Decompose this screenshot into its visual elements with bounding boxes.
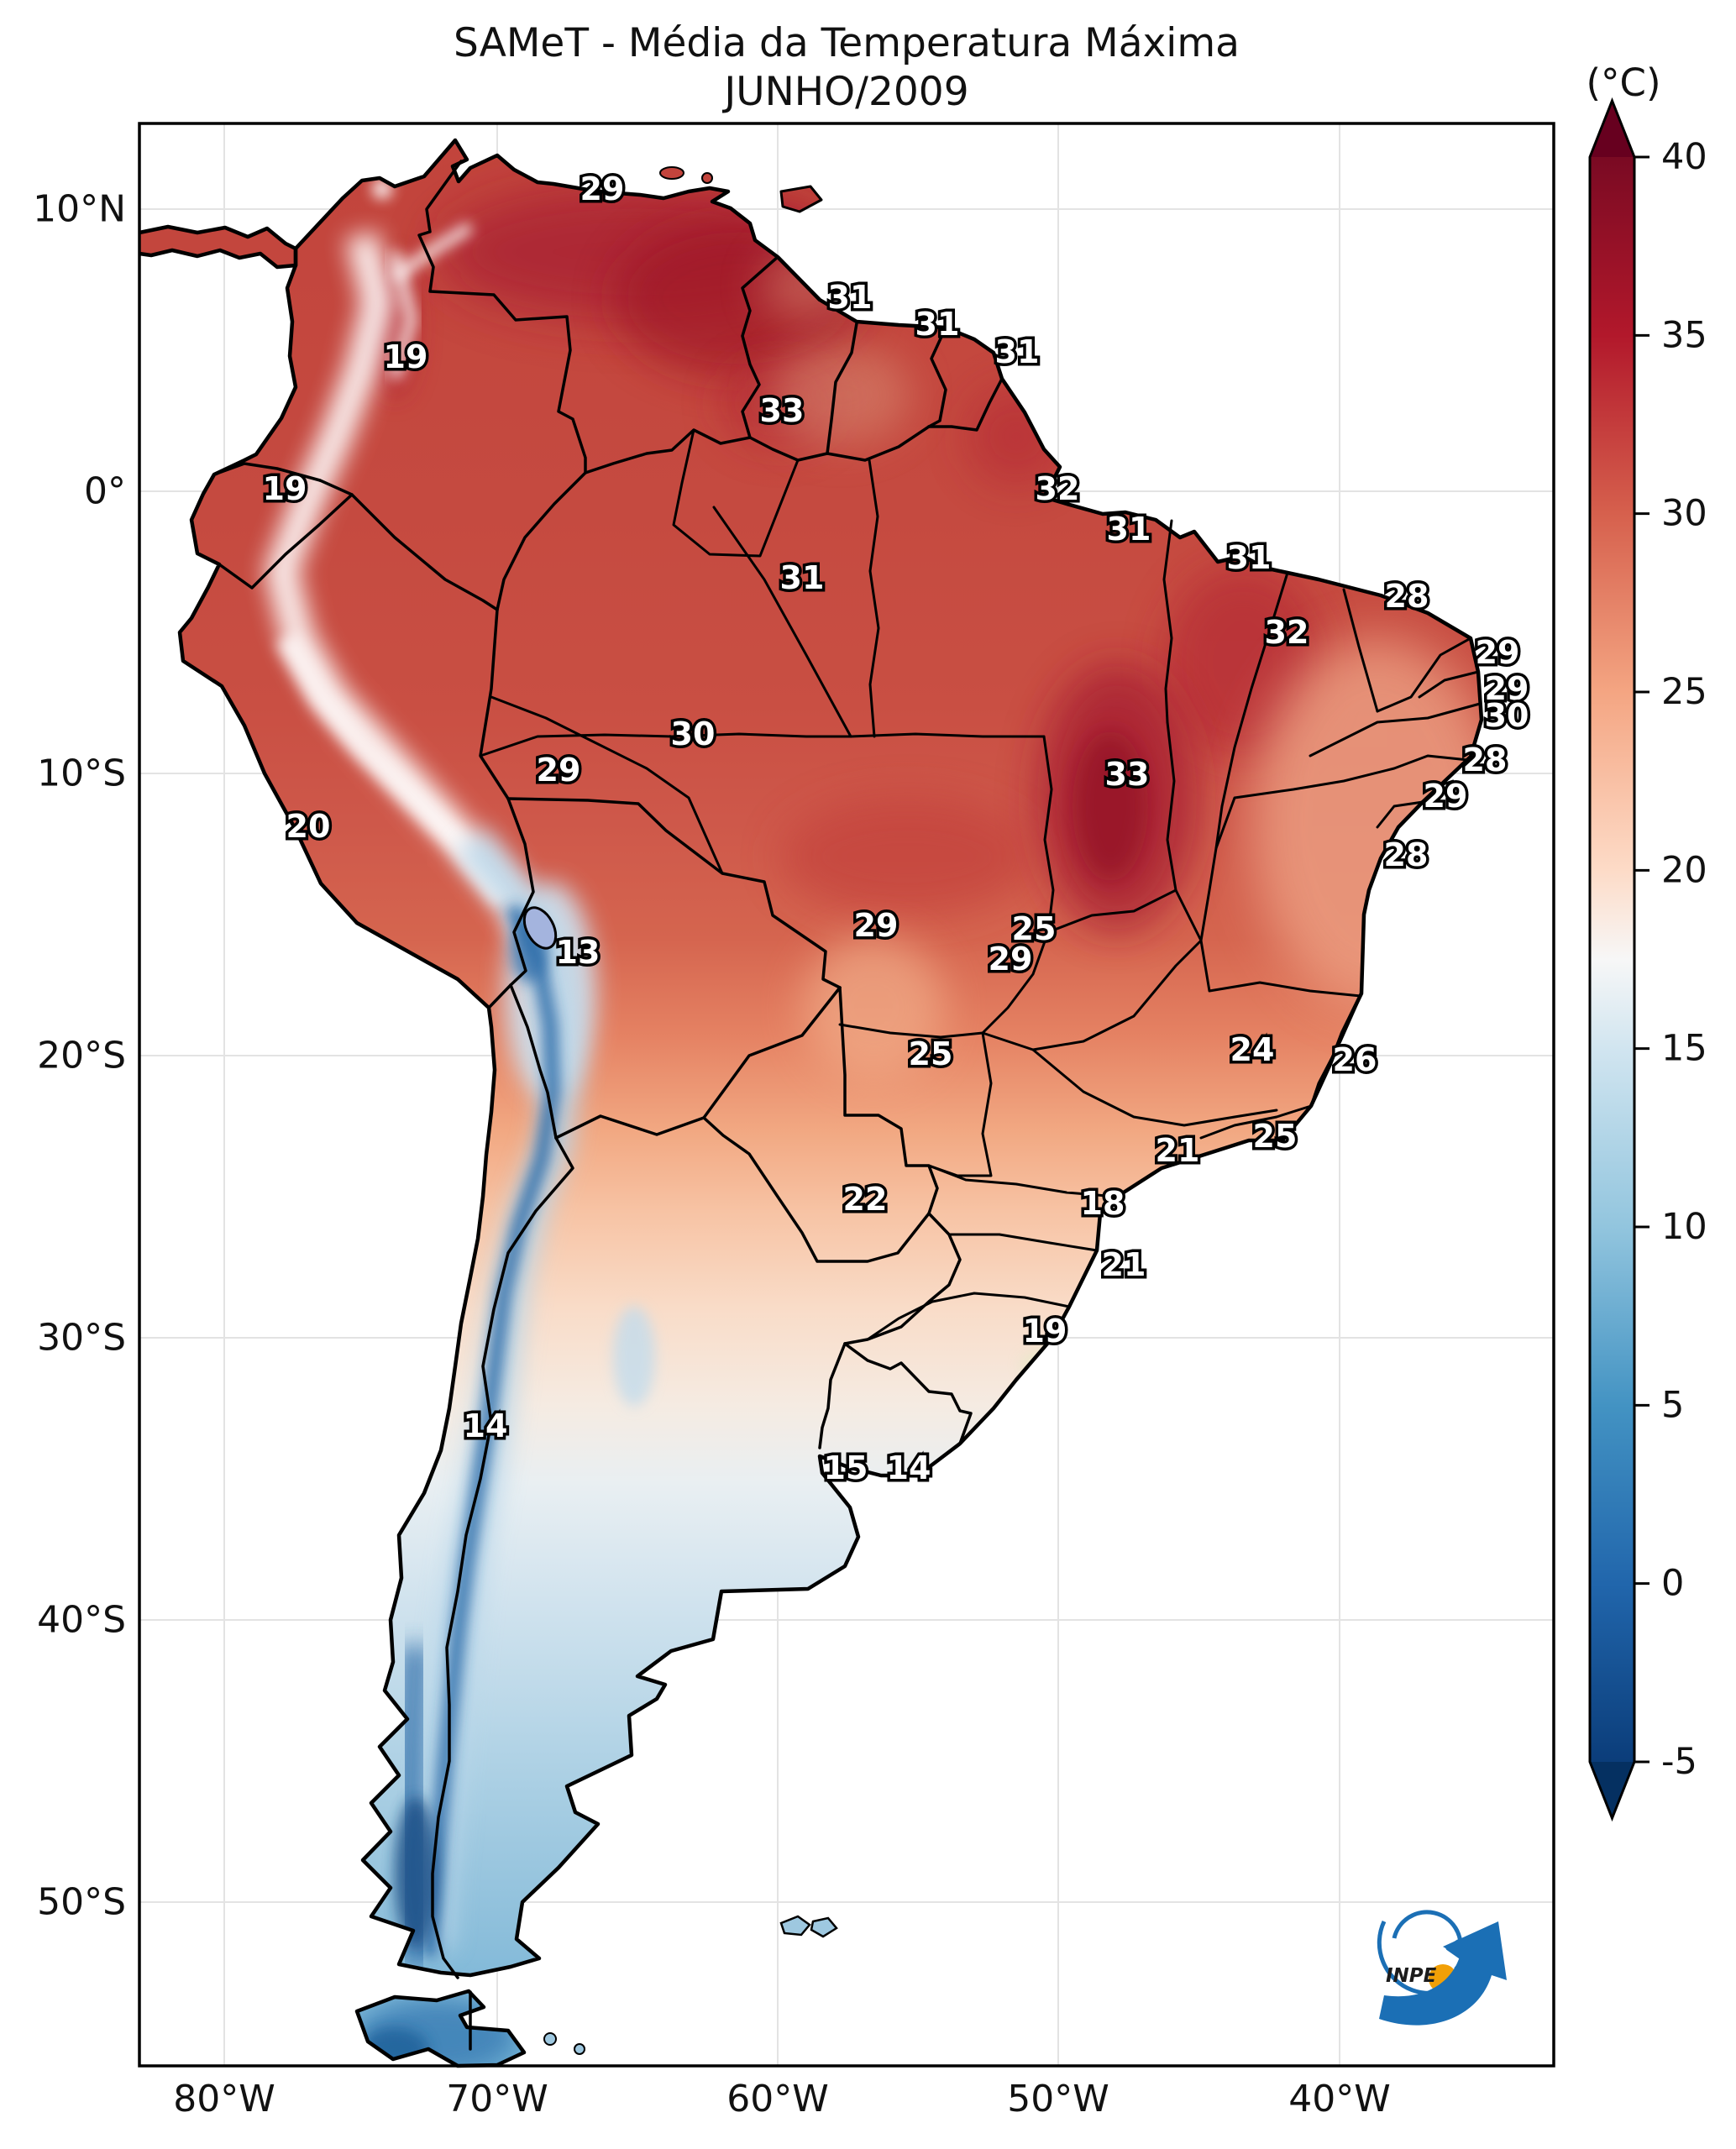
temp-label: 28: [1463, 742, 1508, 778]
temp-label: 21: [1102, 1246, 1146, 1283]
colorbar-tick-label: -5: [1661, 1741, 1697, 1783]
map-subtitle: JUNHO/2009: [724, 69, 969, 115]
temp-label: 25: [1012, 910, 1057, 947]
inpe-logo: INPE: [1377, 1910, 1507, 2026]
temp-label: 31: [828, 279, 873, 316]
temp-label: 31: [780, 559, 825, 596]
temp-label: 29: [854, 907, 899, 944]
temp-label: 21: [1156, 1132, 1200, 1169]
temp-label: 29: [537, 752, 581, 789]
temp-label: 18: [1081, 1185, 1125, 1222]
small-islands: [522, 166, 838, 2055]
colorbar-tick-label: 20: [1661, 849, 1707, 891]
temp-label: 28: [1384, 836, 1429, 873]
temp-label: 31: [915, 306, 960, 343]
country-borders: [212, 160, 1004, 2051]
logo-text: INPE: [1386, 1965, 1437, 1987]
temp-label: 24: [1230, 1031, 1275, 1068]
temp-label: 31: [1227, 539, 1272, 576]
lon-tick-label: 60°W: [726, 2078, 829, 2120]
temp-label: 28: [1385, 578, 1429, 615]
lat-tick-label: 0°: [84, 469, 126, 513]
colorbar: 40 35 30 25 20 15 10 5 0 -5: [1588, 97, 1707, 1822]
temp-label: 22: [843, 1181, 888, 1218]
colorbar-tick-label: 30: [1661, 493, 1707, 535]
temp-label: 33: [1105, 756, 1150, 793]
temp-label: 30: [671, 715, 716, 752]
colorbar-tick-label: 10: [1661, 1206, 1707, 1248]
lon-tick-label: 80°W: [173, 2078, 275, 2120]
lon-tick-label: 70°W: [446, 2078, 548, 2120]
colorbar-unit-label: (°C): [1586, 60, 1661, 105]
temp-label: 19: [263, 470, 307, 507]
colorbar-tick-label: 15: [1661, 1028, 1707, 1070]
temp-label: 29: [1424, 778, 1468, 815]
plot-frame: [138, 122, 1555, 2068]
temp-label: 31: [1107, 511, 1151, 548]
lat-tick-label: 30°S: [37, 1316, 126, 1360]
temp-label: 19: [384, 338, 428, 375]
logo-arrow-up-icon: [1379, 1921, 1507, 2026]
colorbar-tick-label: 5: [1661, 1384, 1684, 1426]
temp-label: 15: [824, 1449, 868, 1486]
map-title: SAMeT - Média da Temperatura Máxima: [454, 20, 1240, 66]
colorbar-tick-label: 40: [1661, 136, 1707, 178]
temp-label: 32: [1265, 614, 1309, 651]
state-borders: [479, 428, 1482, 1341]
temp-label: 20: [286, 808, 331, 845]
temp-label: 29: [580, 170, 625, 207]
temp-label: 25: [909, 1035, 953, 1072]
colorbar-tick-label: 25: [1661, 671, 1707, 713]
lat-tick-label: 10°S: [37, 752, 126, 795]
temp-label: 33: [760, 392, 805, 429]
colorbar-tick-label: 35: [1661, 314, 1707, 356]
temp-label: 26: [1333, 1041, 1377, 1078]
temp-label: 31: [995, 333, 1040, 370]
colorbar-tick-label: 0: [1661, 1563, 1684, 1605]
lon-tick-label: 50°W: [1007, 2078, 1109, 2120]
temp-label: 13: [556, 934, 601, 971]
temp-label: 14: [464, 1407, 508, 1444]
temperature-labels-layer: 2919193131313332313128322929302829283130…: [260, 168, 1532, 1490]
lake-titicaca: [522, 906, 558, 950]
lat-tick-label: 20°S: [37, 1034, 126, 1077]
lat-tick-label: 40°S: [37, 1598, 126, 1642]
temp-label: 29: [989, 941, 1033, 978]
lat-tick-label: 50°S: [37, 1880, 126, 1924]
temp-label: 14: [887, 1449, 931, 1486]
lat-tick-label: 10°N: [33, 187, 126, 231]
temp-label: 32: [1036, 470, 1080, 507]
temp-label: 25: [1253, 1118, 1298, 1155]
temp-label: 30: [1485, 697, 1529, 734]
temp-label: 29: [1485, 670, 1529, 707]
coastline: [139, 138, 1484, 2068]
lon-tick-label: 40°W: [1288, 2078, 1391, 2120]
temp-label: 29: [1476, 634, 1520, 671]
colorbar-ticks: 40 35 30 25 20 15 10 5 0 -5: [1634, 136, 1707, 1783]
temp-label: 19: [1023, 1313, 1067, 1350]
